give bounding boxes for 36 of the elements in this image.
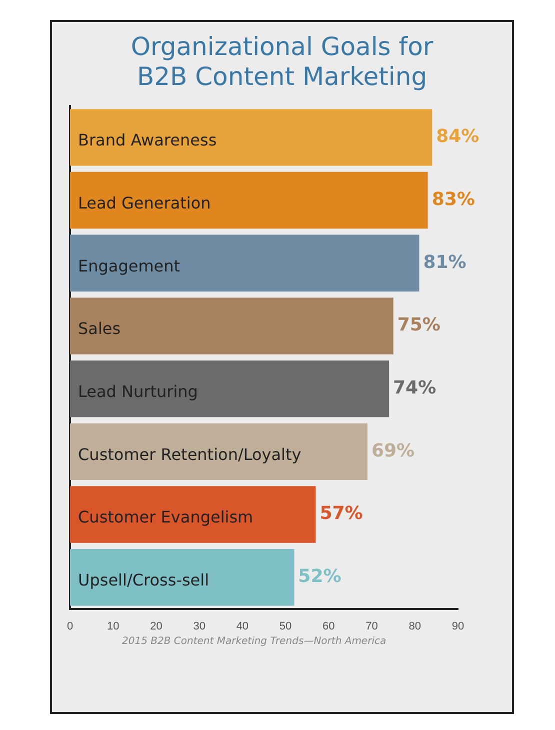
bar: [70, 172, 428, 229]
x-tick-label: 80: [408, 620, 422, 632]
bar: [70, 109, 432, 166]
y-tick-label: Upsell/Cross-sell: [78, 570, 210, 590]
bar: [70, 486, 316, 543]
x-tick-label: 10: [106, 620, 120, 632]
text: 2015 B2B Content Marketing Trends—North America: [122, 636, 388, 647]
x-tick-label: 30: [193, 620, 206, 632]
data-label: 57%: [320, 503, 363, 524]
x-tick-label: 20: [150, 620, 162, 632]
x-tick-label: 60: [322, 620, 335, 632]
y-tick-label: Customer Retention/Loyalty: [78, 444, 302, 464]
y-tick-label: Customer Evangelism: [78, 508, 254, 527]
chart-title: Organizational Goals for B2B Content Marketing: [130, 32, 434, 92]
bar: [70, 360, 390, 418]
bar: [70, 234, 420, 292]
data-label: 83%: [432, 188, 475, 210]
x-tick-label: 70: [366, 620, 378, 632]
y-tick-label: Engagement: [78, 256, 180, 276]
x-tick-label: 50: [279, 620, 292, 632]
y-tick-label: Lead Nurturing: [78, 382, 198, 401]
x-tick-label: 0: [66, 620, 74, 632]
x-tick-label: 90: [452, 620, 464, 632]
data-label: 52%: [298, 566, 342, 588]
data-label: 81%: [423, 252, 466, 273]
data-label: 84%: [436, 126, 480, 148]
bar: [70, 298, 394, 354]
bar: [70, 549, 294, 606]
data-label: 69%: [371, 440, 415, 462]
data-label: 74%: [393, 377, 436, 398]
y-tick-label: Brand Awareness: [78, 130, 217, 150]
data-label: 75%: [397, 314, 440, 336]
y-tick-label: Sales: [78, 319, 121, 338]
x-tick-label: 40: [236, 620, 249, 632]
y-tick-label: Lead Generation: [78, 193, 211, 212]
bar: [70, 423, 368, 480]
